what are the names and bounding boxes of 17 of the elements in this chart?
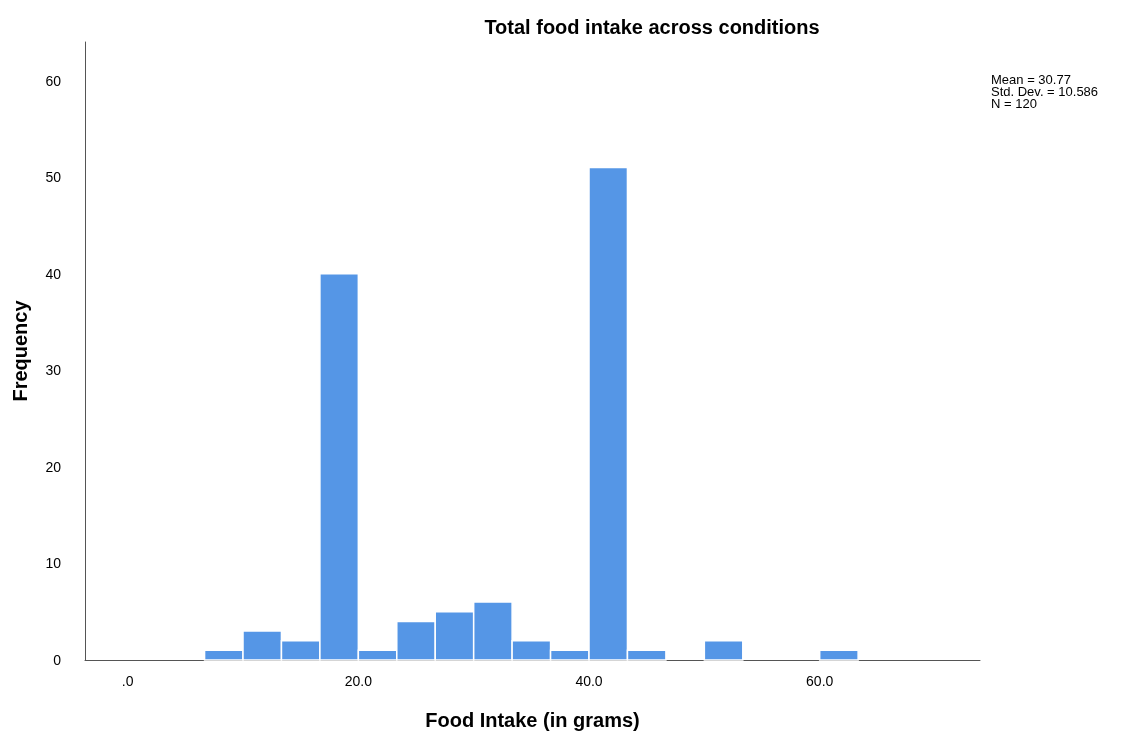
x-tick-label: 20.0 <box>344 673 373 689</box>
y-tick-label: 30 <box>45 362 62 379</box>
y-tick-label: 60 <box>45 72 62 89</box>
y-tick-label: 50 <box>45 169 62 186</box>
chart-title: Total food intake across conditions <box>484 16 820 38</box>
x-tick-label: .0 <box>121 673 134 689</box>
x-tick-label: 60.0 <box>806 673 834 689</box>
y-axis-title: Frequency <box>9 299 31 402</box>
y-tick-label: 10 <box>45 555 62 572</box>
text: N = 120 <box>991 96 1037 111</box>
y-tick-label: 40 <box>45 265 62 282</box>
x-axis-title: Food Intake (in grams) <box>425 709 640 731</box>
x-tick-label: 40.0 <box>575 673 603 689</box>
y-tick-label: 20 <box>45 458 62 475</box>
text: Mean = 30.77 <box>991 72 1071 87</box>
text: Std. Dev. = 10.586 <box>991 84 1099 99</box>
y-tick-label: 0 <box>53 652 62 668</box>
